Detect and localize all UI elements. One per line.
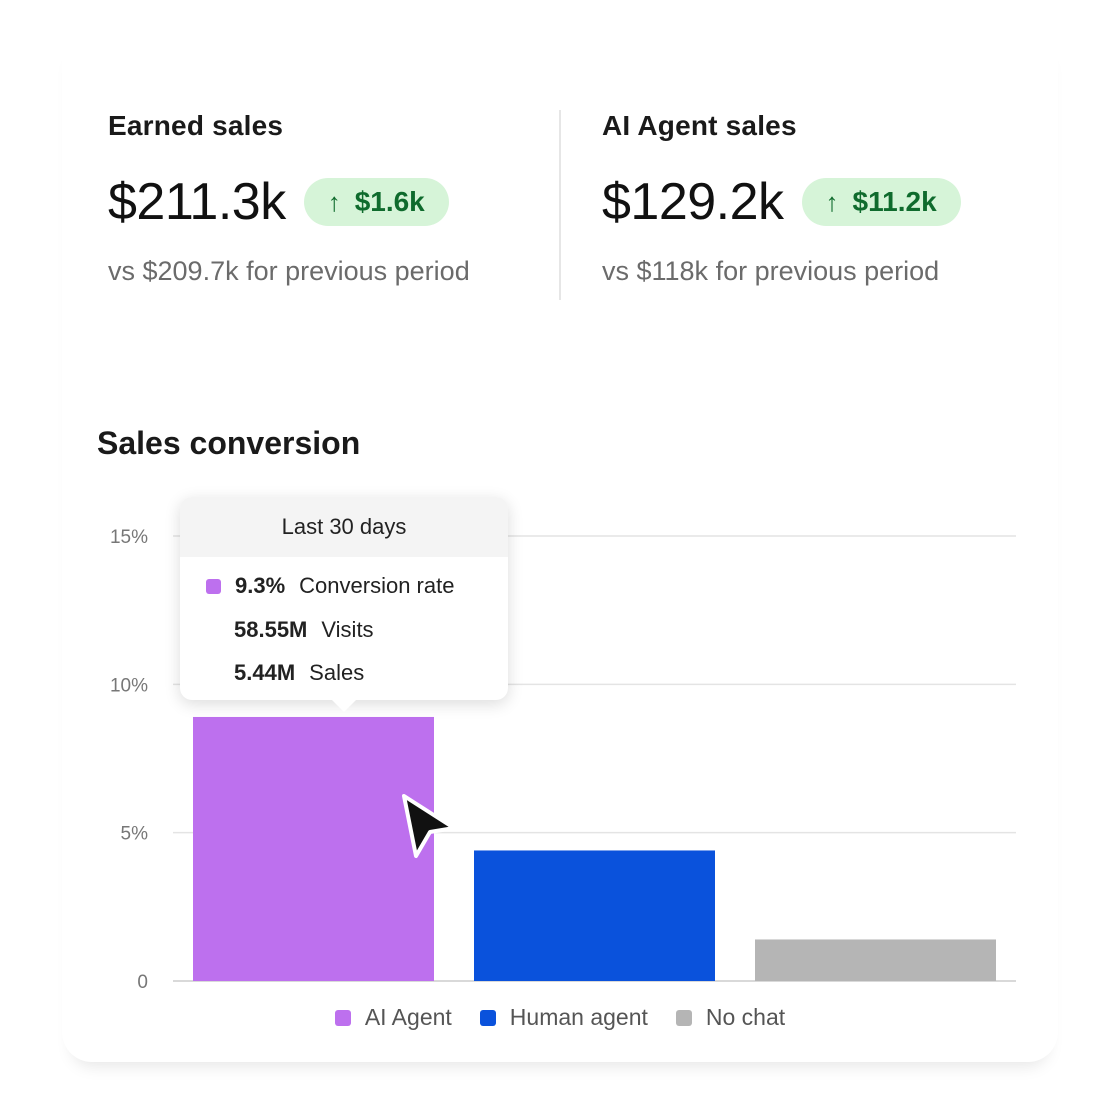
chart-legend: AI Agent Human agent No chat bbox=[0, 1004, 1120, 1031]
y-tick-label: 10% bbox=[110, 675, 148, 696]
tooltip-row: 5.44M Sales bbox=[234, 660, 364, 686]
legend-label: Human agent bbox=[509, 1004, 648, 1030]
delta-badge: ↑ $11.2k bbox=[801, 178, 961, 226]
bar-no-chat[interactable] bbox=[755, 939, 996, 981]
bar-human-agent[interactable] bbox=[474, 850, 715, 981]
chart-tooltip: Last 30 days 9.3% Conversion rate 58.55M… bbox=[180, 497, 508, 712]
delta-badge: ↑ $1.6k bbox=[303, 178, 449, 226]
legend-swatch bbox=[675, 1009, 692, 1026]
legend-item-human-agent[interactable]: Human agent bbox=[479, 1004, 648, 1031]
delta-value: $1.6k bbox=[354, 186, 425, 217]
y-tick-label: 15% bbox=[110, 527, 148, 548]
legend-item-ai-agent[interactable]: AI Agent bbox=[334, 1004, 452, 1031]
legend-swatch bbox=[479, 1009, 496, 1026]
earned-sales-stat: Earned sales $211.3k ↑ $1.6k vs $209.7k … bbox=[108, 110, 470, 287]
legend-label: No chat bbox=[705, 1004, 786, 1030]
ai-agent-swatch bbox=[206, 578, 221, 594]
chart-title: Sales conversion bbox=[97, 425, 361, 461]
tooltip-label: Conversion rate bbox=[299, 573, 455, 598]
delta-value: $11.2k bbox=[852, 186, 937, 217]
y-tick-label: 0 bbox=[137, 972, 148, 993]
stat-value: $211.3k bbox=[108, 173, 286, 231]
stat-comparison: vs $118k for previous period bbox=[602, 256, 940, 286]
tooltip-row: 9.3% Conversion rate bbox=[206, 573, 454, 599]
stat-divider bbox=[559, 110, 561, 300]
arrow-up-icon: ↑ bbox=[825, 186, 839, 217]
mouse-cursor-icon bbox=[402, 794, 456, 858]
tooltip-label: Visits bbox=[321, 617, 374, 642]
legend-label: AI Agent bbox=[364, 1004, 452, 1030]
tooltip-value: 5.44M bbox=[234, 660, 296, 685]
stat-title: Earned sales bbox=[108, 110, 284, 141]
stat-title: AI Agent sales bbox=[602, 110, 797, 141]
tooltip-value: 9.3% bbox=[235, 573, 286, 598]
tooltip-row: 58.55M Visits bbox=[234, 617, 374, 643]
ai-agent-sales-stat: AI Agent sales $129.2k ↑ $11.2k vs $118k… bbox=[602, 110, 961, 287]
legend-item-no-chat[interactable]: No chat bbox=[675, 1004, 786, 1031]
tooltip-label: Sales bbox=[309, 660, 365, 685]
tooltip-header: Last 30 days bbox=[180, 497, 508, 557]
bar-ai-agent[interactable] bbox=[193, 716, 434, 981]
arrow-up-icon: ↑ bbox=[327, 186, 341, 217]
stat-comparison: vs $209.7k for previous period bbox=[108, 256, 470, 286]
stat-value: $129.2k bbox=[602, 173, 784, 231]
legend-swatch bbox=[334, 1009, 351, 1026]
y-tick-label: 5% bbox=[121, 824, 149, 845]
tooltip-value: 58.55M bbox=[234, 617, 308, 642]
